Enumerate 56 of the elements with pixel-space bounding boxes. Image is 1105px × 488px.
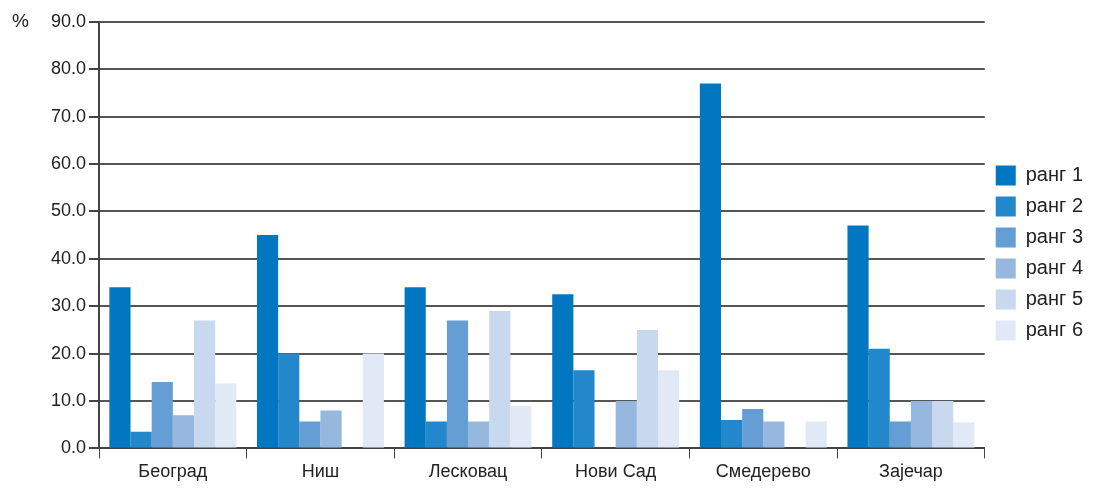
- bar: [278, 353, 300, 448]
- bar: [510, 405, 532, 448]
- bar: [889, 421, 911, 448]
- bar: [552, 294, 574, 448]
- bar: [151, 382, 173, 448]
- y-tick-label: 0.0: [61, 437, 87, 458]
- x-tick-label: Ниш: [301, 461, 340, 482]
- bar: [468, 421, 490, 448]
- bar: [130, 431, 152, 448]
- y-tick-label: 80.0: [50, 58, 87, 79]
- bar: [699, 83, 721, 448]
- y-tick-label: 10.0: [50, 389, 87, 410]
- y-tick-label: 20.0: [50, 342, 87, 363]
- bar: [109, 287, 131, 448]
- bar: [320, 410, 342, 448]
- y-axis-title: %: [12, 10, 29, 32]
- bar: [489, 310, 511, 448]
- bar: [742, 409, 764, 448]
- legend-label: ранг 3: [1025, 225, 1083, 248]
- x-tick-label: Београд: [138, 461, 208, 482]
- bar: [172, 415, 194, 448]
- y-tick-label: 60.0: [50, 152, 87, 173]
- y-tick-label: 40.0: [50, 247, 87, 268]
- legend-label: ранг 1: [1025, 163, 1083, 186]
- bar: [425, 421, 447, 448]
- legend-label: ранг 6: [1025, 318, 1083, 341]
- x-tick-label: Лесковац: [428, 461, 508, 482]
- bar: [404, 287, 426, 448]
- bar: [362, 353, 384, 448]
- bar: [910, 401, 933, 448]
- y-tick-label: 70.0: [50, 105, 87, 126]
- x-tick-label: Нови Сад: [575, 461, 657, 482]
- bar: [194, 320, 216, 448]
- legend-label: ранг 4: [1025, 256, 1083, 279]
- bar: [299, 421, 321, 448]
- bar: [446, 320, 469, 448]
- bar: [953, 422, 975, 448]
- bar: [658, 370, 680, 448]
- y-tick-label: 50.0: [50, 200, 87, 221]
- bar: [215, 383, 237, 448]
- legend-label: ранг 2: [1025, 194, 1083, 217]
- bar: [847, 225, 869, 448]
- bar: [932, 401, 954, 448]
- bar: [720, 419, 743, 448]
- bar: [573, 370, 595, 448]
- x-tick-label: Смедерево: [715, 461, 811, 482]
- x-tick-label: Зајечар: [879, 461, 943, 482]
- y-tick-label: 90.0: [50, 10, 87, 31]
- y-tick-label: 30.0: [50, 295, 87, 316]
- bar: [615, 401, 637, 448]
- bar: [805, 421, 827, 448]
- legend-label: ранг 5: [1025, 287, 1083, 310]
- bar: [868, 348, 890, 448]
- bar: [256, 235, 279, 448]
- bar: [763, 421, 785, 448]
- bar: [636, 329, 659, 448]
